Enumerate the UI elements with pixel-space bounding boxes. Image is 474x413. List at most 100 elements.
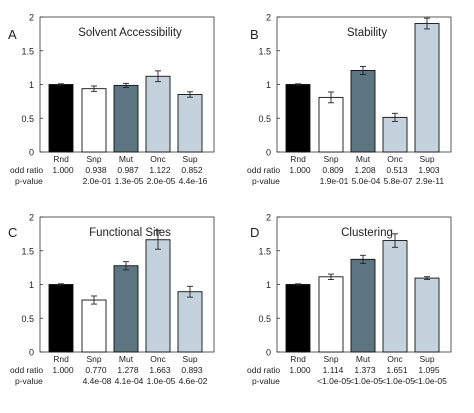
x-tick-label: Rnd — [53, 354, 69, 364]
odd-ratio-row-label: odd ratio — [247, 165, 280, 175]
y-tick-label: 1.5 — [21, 46, 34, 56]
y-tick-label: 1 — [266, 280, 271, 290]
odd-ratio-value: 0.893 — [181, 365, 203, 375]
chart-title: Clustering — [341, 227, 393, 239]
bar-snp — [318, 276, 344, 353]
y-tick-label: 0 — [29, 348, 34, 358]
bar-rnd — [48, 284, 74, 353]
x-tick-label: Sup — [182, 354, 197, 364]
p-value: <1.0e-05 — [413, 376, 447, 386]
p-value-row-label: p-value — [15, 176, 43, 186]
odd-ratio-value: 1.278 — [117, 365, 139, 375]
y-tick-label: 1.5 — [258, 246, 271, 256]
x-tick-label: Onc — [150, 154, 166, 164]
y-tick-label: 1.5 — [258, 46, 271, 56]
panel-letter: B — [250, 27, 259, 42]
p-value-row-label: p-value — [15, 376, 43, 386]
p-value: <1.0e-05 — [349, 376, 383, 386]
p-value: 5.0e-04 — [352, 176, 381, 186]
panel-letter: A — [8, 27, 17, 42]
chart-title: Functional Sites — [89, 227, 171, 239]
bar-onc — [382, 240, 408, 353]
y-tick-label: 1 — [29, 280, 34, 290]
x-tick-label: Sup — [182, 154, 197, 164]
odd-ratio-row-label: odd ratio — [10, 365, 43, 375]
bar-mut — [350, 258, 376, 353]
p-value: 1.0e-05 — [147, 376, 176, 386]
odd-ratio-value: 0.938 — [85, 165, 107, 175]
bar-onc — [382, 116, 408, 153]
y-tick-label: 2 — [29, 213, 34, 223]
odd-ratio-value: 1.208 — [354, 165, 376, 175]
x-tick-label: Snp — [86, 354, 101, 364]
y-tick-label: 0.5 — [258, 314, 271, 324]
y-tick-label: 0 — [266, 348, 271, 358]
x-tick-label: Snp — [323, 154, 338, 164]
p-value: 4.1e-04 — [115, 376, 144, 386]
bar-rnd — [285, 284, 311, 353]
p-value: 1.9e-01 — [320, 176, 349, 186]
p-value: 5.8e-07 — [384, 176, 413, 186]
odd-ratio-value: 1.663 — [149, 365, 171, 375]
p-value: 1.3e-05 — [115, 176, 144, 186]
p-value: 4.4e-08 — [83, 376, 112, 386]
bar-onc — [145, 239, 171, 353]
p-value: <1.0e-05 — [381, 376, 415, 386]
odd-ratio-value: 0.513 — [386, 165, 408, 175]
p-value-row-label: p-value — [252, 376, 280, 386]
bar-rnd — [285, 84, 311, 153]
y-tick-label: 1 — [266, 80, 271, 90]
x-tick-label: Mut — [119, 154, 134, 164]
p-value: 2.9e-11 — [416, 176, 444, 186]
x-tick-label: Snp — [323, 354, 338, 364]
bar-snp — [81, 299, 107, 353]
odd-ratio-value: 1.651 — [386, 365, 408, 375]
bar-sup — [177, 291, 203, 353]
chart-title: Stability — [347, 27, 388, 39]
bar-mut — [350, 70, 376, 153]
y-tick-label: 2 — [266, 13, 271, 23]
x-tick-label: Onc — [387, 154, 403, 164]
x-tick-label: Mut — [119, 354, 134, 364]
bar-sup — [177, 94, 203, 153]
odd-ratio-value: 1.095 — [418, 365, 440, 375]
odd-ratio-value: 1.903 — [418, 165, 440, 175]
x-tick-label: Sup — [419, 354, 434, 364]
x-tick-label: Rnd — [290, 354, 306, 364]
bar-sup — [414, 277, 440, 353]
x-tick-label: Snp — [86, 154, 101, 164]
odd-ratio-value: 0.809 — [322, 165, 344, 175]
x-tick-label: Onc — [150, 354, 166, 364]
bar-onc — [145, 75, 171, 153]
odd-ratio-value: 1.000 — [289, 165, 311, 175]
y-tick-label: 0.5 — [258, 114, 271, 124]
panel-letter: C — [8, 225, 17, 240]
odd-ratio-value: 1.000 — [52, 365, 74, 375]
odd-ratio-value: 1.000 — [52, 165, 74, 175]
x-tick-label: Mut — [356, 354, 371, 364]
odd-ratio-value: 0.852 — [181, 165, 203, 175]
x-tick-label: Rnd — [290, 154, 306, 164]
odd-ratio-value: 1.000 — [289, 365, 311, 375]
x-tick-label: Onc — [387, 354, 403, 364]
x-tick-label: Sup — [419, 154, 434, 164]
p-value: <1.0e-05 — [317, 376, 351, 386]
y-tick-label: 1.5 — [21, 246, 34, 256]
bar-mut — [113, 84, 139, 153]
bar-sup — [414, 23, 440, 153]
chart-title: Solvent Accessibility — [78, 27, 182, 39]
odd-ratio-value: 0.770 — [85, 365, 107, 375]
y-tick-label: 2 — [29, 13, 34, 23]
odd-ratio-value: 1.122 — [149, 165, 171, 175]
y-tick-label: 0.5 — [21, 114, 34, 124]
odd-ratio-row-label: odd ratio — [10, 165, 43, 175]
y-tick-label: 0.5 — [21, 314, 34, 324]
x-tick-label: Rnd — [53, 154, 69, 164]
bar-snp — [318, 96, 344, 153]
bar-mut — [113, 265, 139, 353]
p-value: 2.0e-01 — [83, 176, 112, 186]
